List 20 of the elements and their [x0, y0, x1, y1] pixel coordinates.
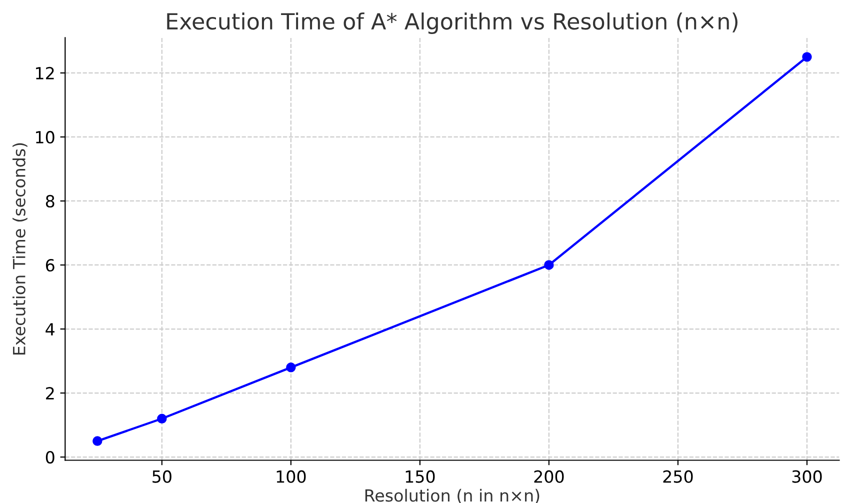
point — [92, 436, 102, 446]
y-tick-label: 4 — [46, 323, 54, 336]
x-tick-label: 50 — [152, 470, 172, 483]
x-tick-label: 100 — [276, 470, 306, 483]
point — [157, 414, 167, 424]
y-tick-label: 6 — [46, 258, 54, 272]
y-tick-label: 8 — [46, 194, 54, 208]
chart-title: Execution Time of A* Algorithm vs Resolution (n×n) — [167, 12, 738, 34]
y-axis-title: Execution Time (seconds) — [12, 143, 28, 354]
x-tick-label: 200 — [534, 470, 564, 483]
y-tick-label: 12 — [36, 66, 54, 80]
x-tick-label: 150 — [406, 470, 435, 483]
point — [802, 52, 812, 62]
x-tick-label: 250 — [663, 470, 693, 483]
point — [544, 260, 554, 270]
x-tick-label: 300 — [792, 470, 822, 483]
y-tick-label: 0 — [46, 451, 54, 464]
point — [286, 362, 296, 372]
y-tick-label: 10 — [36, 130, 54, 144]
y-tick-label: 2 — [46, 386, 54, 400]
